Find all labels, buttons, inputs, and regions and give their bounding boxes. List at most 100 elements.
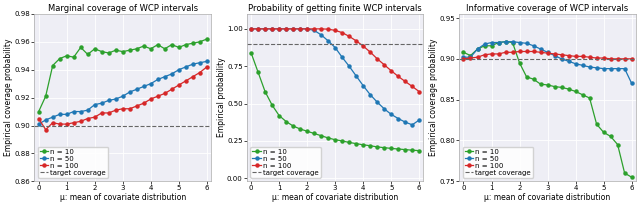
n = 10 — [564, 88, 572, 90]
n = 10 — [275, 114, 283, 117]
n = 100 — [332, 29, 339, 32]
n = 100 — [523, 50, 531, 53]
n = 10 — [600, 131, 607, 133]
n = 10 — [530, 78, 538, 81]
n = 50 — [346, 65, 353, 68]
n = 10 — [394, 148, 402, 150]
n = 50 — [296, 28, 304, 30]
n = 50 — [359, 84, 367, 87]
n = 50 — [474, 48, 481, 50]
n = 100 — [537, 51, 545, 54]
n = 100 — [254, 28, 262, 30]
Y-axis label: Empirical coverage probability: Empirical coverage probability — [4, 39, 13, 156]
Legend: n = 10, n = 50, n = 100, target coverage: n = 10, n = 50, n = 100, target coverage — [463, 146, 533, 178]
n = 100 — [154, 95, 162, 97]
n = 100 — [70, 122, 77, 124]
n = 50 — [564, 60, 572, 63]
n = 100 — [303, 28, 311, 30]
Line: n = 100: n = 100 — [462, 50, 633, 60]
n = 50 — [460, 56, 467, 59]
n = 50 — [275, 28, 283, 30]
X-axis label: μ: mean of covariate distribution: μ: mean of covariate distribution — [60, 193, 186, 202]
n = 50 — [112, 98, 120, 100]
n = 50 — [488, 41, 495, 44]
n = 100 — [289, 28, 297, 30]
n = 100 — [516, 50, 524, 53]
n = 50 — [544, 51, 552, 54]
Title: Informative coverage of WCP intervals: Informative coverage of WCP intervals — [467, 4, 628, 13]
n = 100 — [467, 57, 474, 59]
n = 10 — [474, 48, 481, 50]
n = 100 — [579, 55, 586, 58]
n = 100 — [621, 58, 628, 60]
n = 10 — [98, 50, 106, 53]
n = 50 — [63, 113, 70, 116]
n = 100 — [49, 122, 56, 124]
n = 50 — [168, 73, 175, 75]
n = 100 — [119, 108, 127, 110]
n = 100 — [161, 92, 168, 95]
n = 10 — [387, 147, 395, 150]
n = 50 — [600, 67, 607, 70]
n = 100 — [189, 75, 196, 78]
X-axis label: μ: mean of covariate distribution: μ: mean of covariate distribution — [272, 193, 398, 202]
n = 100 — [607, 58, 614, 60]
n = 50 — [70, 110, 77, 113]
n = 50 — [126, 91, 134, 93]
n = 50 — [317, 34, 325, 36]
n = 10 — [189, 42, 196, 44]
n = 100 — [495, 53, 502, 55]
n = 10 — [154, 43, 162, 46]
n = 50 — [56, 113, 63, 116]
n = 10 — [261, 90, 269, 93]
n = 50 — [175, 68, 182, 71]
n = 50 — [35, 123, 42, 125]
n = 10 — [607, 135, 614, 138]
n = 10 — [119, 50, 127, 53]
n = 100 — [140, 102, 148, 104]
n = 100 — [380, 63, 388, 66]
n = 50 — [509, 40, 516, 43]
n = 10 — [303, 130, 311, 132]
n = 100 — [593, 57, 600, 59]
n = 10 — [481, 44, 488, 47]
n = 10 — [593, 123, 600, 125]
n = 50 — [182, 66, 189, 68]
n = 100 — [310, 28, 318, 30]
n = 50 — [586, 66, 593, 68]
n = 10 — [353, 142, 360, 145]
n = 50 — [530, 44, 538, 47]
n = 50 — [607, 67, 614, 70]
n = 50 — [394, 117, 402, 120]
n = 10 — [175, 46, 182, 49]
n = 100 — [261, 28, 269, 30]
n = 100 — [572, 55, 579, 58]
n = 10 — [254, 71, 262, 74]
n = 10 — [359, 144, 367, 146]
n = 10 — [63, 55, 70, 57]
n = 50 — [303, 28, 311, 30]
n = 100 — [147, 98, 155, 100]
n = 50 — [203, 60, 211, 63]
Y-axis label: Empirical coverage probability: Empirical coverage probability — [429, 39, 438, 156]
n = 10 — [35, 110, 42, 113]
n = 10 — [42, 95, 49, 97]
n = 10 — [537, 83, 545, 85]
n = 10 — [346, 141, 353, 144]
n = 10 — [366, 144, 374, 147]
n = 100 — [133, 105, 141, 107]
n = 100 — [502, 51, 509, 54]
n = 10 — [182, 43, 189, 46]
n = 10 — [401, 148, 409, 151]
n = 50 — [282, 28, 290, 30]
n = 50 — [289, 28, 297, 30]
n = 50 — [366, 93, 374, 96]
n = 100 — [42, 129, 49, 131]
n = 10 — [460, 51, 467, 54]
n = 10 — [415, 149, 423, 152]
n = 10 — [621, 172, 628, 174]
target coverage — [35, 124, 42, 127]
n = 100 — [84, 117, 92, 120]
n = 10 — [91, 48, 99, 50]
n = 50 — [310, 29, 318, 32]
